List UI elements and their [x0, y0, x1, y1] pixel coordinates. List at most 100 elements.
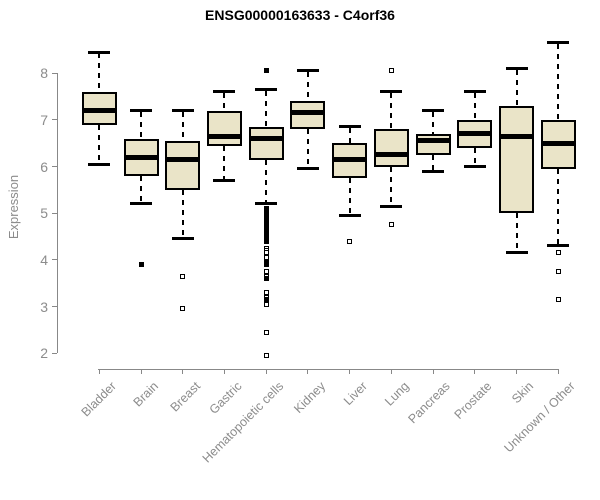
median-line: [165, 157, 201, 163]
x-axis-tick: [557, 369, 559, 374]
lower-whisker: [265, 159, 268, 203]
outlier-point: [263, 290, 269, 296]
upper-whisker: [348, 127, 351, 144]
x-axis-category-label: Pancreas: [405, 379, 453, 427]
lower-whisker-cap: [547, 244, 570, 248]
upper-whisker: [306, 71, 309, 102]
upper-whisker: [515, 69, 518, 106]
lower-whisker-cap: [380, 204, 403, 208]
x-axis-tick: [182, 369, 184, 374]
lower-whisker-cap: [338, 214, 361, 218]
y-axis-tick-label: 3: [40, 298, 48, 315]
upper-whisker-cap: [547, 41, 570, 45]
lower-whisker: [306, 129, 309, 168]
x-axis-tick: [265, 369, 267, 374]
outlier-point: [180, 306, 186, 312]
outlier-point: [263, 276, 269, 282]
outlier-point: [263, 255, 269, 261]
upper-whisker: [98, 53, 101, 92]
lower-whisker: [223, 145, 226, 180]
lower-whisker-cap: [505, 251, 528, 255]
x-axis-category-label: Breast: [167, 379, 203, 415]
upper-whisker: [181, 111, 184, 141]
x-axis-category-label: Prostate: [451, 379, 495, 422]
lower-whisker-cap: [422, 169, 445, 173]
x-axis-tick: [307, 369, 309, 374]
lower-whisker: [473, 147, 476, 166]
box-iqr: [373, 129, 409, 167]
y-axis-tick-label: 5: [40, 205, 48, 222]
median-line: [457, 131, 493, 137]
lower-whisker-cap: [171, 237, 194, 241]
upper-whisker-cap: [380, 90, 403, 94]
median-line: [415, 138, 451, 144]
lower-whisker-cap: [130, 202, 153, 206]
x-axis-tick: [349, 369, 351, 374]
outlier-point: [138, 262, 144, 268]
upper-whisker-cap: [255, 88, 278, 92]
outlier-point: [347, 238, 353, 244]
y-axis-tick: [52, 119, 57, 121]
lower-whisker: [390, 166, 393, 206]
x-axis-tick: [474, 369, 476, 374]
outlier-point: [388, 68, 394, 74]
lower-whisker: [181, 189, 184, 238]
lower-whisker: [557, 168, 560, 245]
outlier-point: [263, 238, 269, 244]
median-line: [540, 140, 576, 146]
x-axis-tick: [390, 369, 392, 374]
lower-whisker: [140, 175, 143, 203]
y-axis-tick-label: 8: [40, 65, 48, 82]
y-axis-tick: [52, 352, 57, 354]
x-axis-category-label: Hematopoietic cells: [199, 379, 287, 466]
y-axis-tick-label: 6: [40, 158, 48, 175]
outlier-point: [180, 273, 186, 279]
y-axis-tick: [52, 306, 57, 308]
box-iqr: [415, 133, 451, 155]
x-axis-category-label: Lung: [381, 379, 412, 409]
x-axis-category-label: Skin: [509, 379, 537, 407]
outlier-point: [263, 297, 269, 303]
outlier-point: [555, 250, 561, 256]
x-axis-category-label: Gastric: [206, 379, 245, 417]
upper-whisker: [140, 111, 143, 139]
median-line: [123, 154, 159, 160]
upper-whisker-cap: [338, 125, 361, 129]
upper-whisker-cap: [296, 69, 319, 73]
outlier-point: [263, 353, 269, 359]
outlier-point: [263, 262, 269, 268]
box-iqr: [165, 140, 201, 190]
lower-whisker-cap: [463, 165, 486, 169]
median-line: [206, 133, 242, 139]
median-line: [290, 110, 326, 116]
outlier-point: [555, 297, 561, 303]
y-axis-tick: [52, 72, 57, 74]
upper-whisker-cap: [505, 67, 528, 71]
outlier-point: [263, 269, 269, 275]
lower-whisker-cap: [213, 179, 236, 183]
x-axis-tick: [432, 369, 434, 374]
upper-whisker: [390, 92, 393, 130]
x-axis-category-label: Kidney: [290, 379, 328, 416]
outlier-point: [555, 269, 561, 275]
lower-whisker-cap: [88, 162, 111, 166]
box-iqr: [248, 126, 284, 160]
median-line: [332, 157, 368, 163]
upper-whisker: [473, 92, 476, 120]
median-line: [373, 152, 409, 158]
lower-whisker: [432, 154, 435, 171]
y-axis-tick: [52, 166, 57, 168]
median-line: [499, 133, 534, 139]
x-axis-tick: [223, 369, 225, 374]
outlier-point: [263, 68, 269, 74]
box-iqr: [206, 110, 242, 146]
y-axis-line: [57, 73, 58, 354]
upper-whisker: [265, 90, 268, 127]
x-axis-category-label: Liver: [340, 379, 370, 409]
upper-whisker: [557, 43, 560, 120]
median-line: [81, 108, 117, 114]
lower-whisker: [98, 124, 101, 164]
outlier-point: [263, 250, 269, 256]
median-line: [248, 136, 284, 142]
